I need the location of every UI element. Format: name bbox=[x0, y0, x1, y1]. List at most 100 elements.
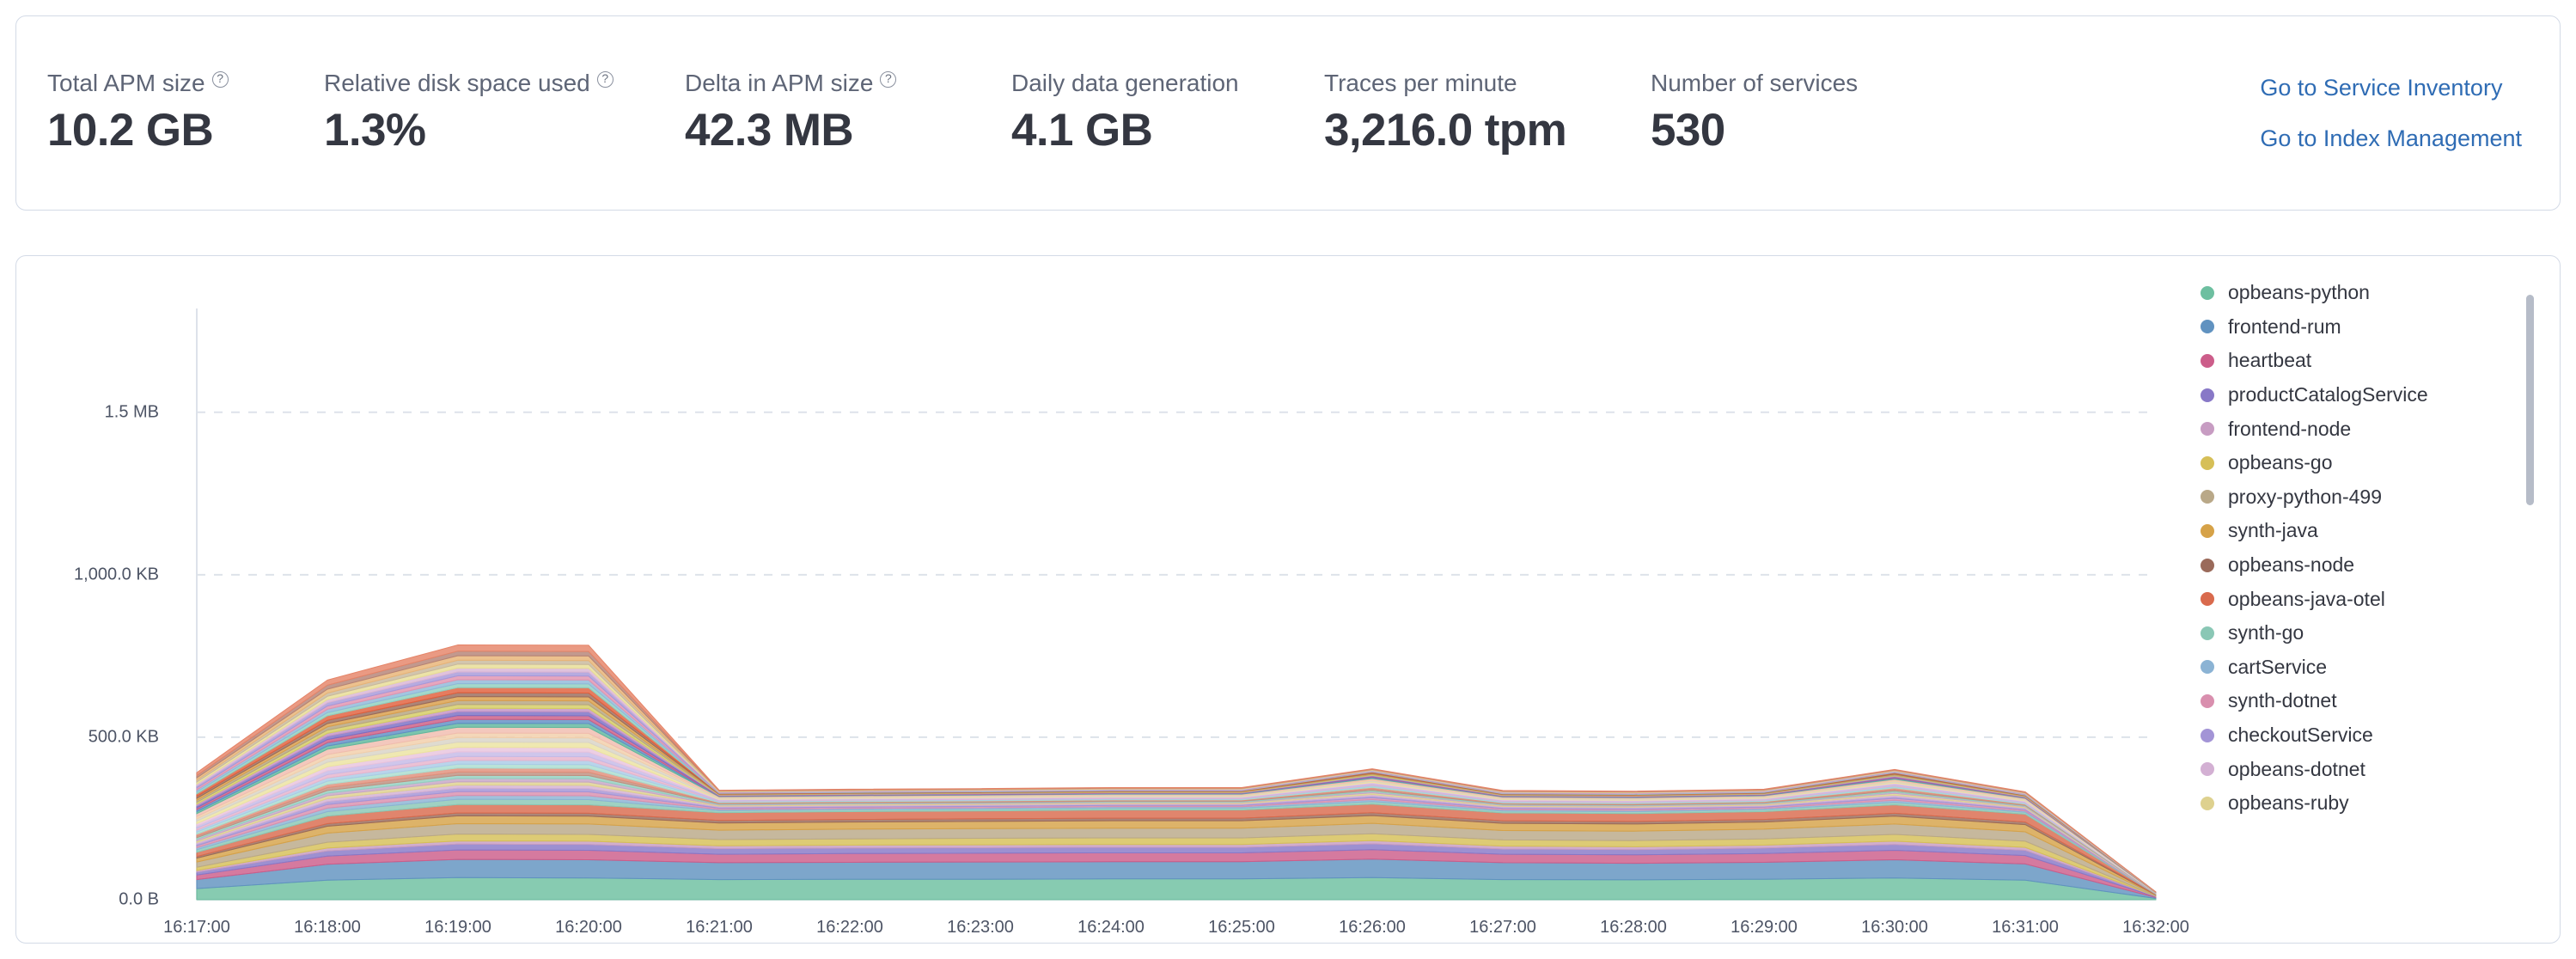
legend-item[interactable]: opbeans-java-otel bbox=[2201, 582, 2544, 616]
x-axis-tick-label: 16:27:00 bbox=[1469, 918, 1536, 937]
chart-legend[interactable]: opbeans-python frontend-rum heartbeat produ… bbox=[2201, 256, 2544, 943]
stat-delta-in-apm-size: Delta in APM size 42.3 MB bbox=[685, 70, 1011, 156]
legend-color-dot-icon bbox=[2201, 558, 2214, 572]
legend-color-dot-icon bbox=[2201, 353, 2214, 368]
stat-label: Traces per minute bbox=[1324, 70, 1651, 97]
legend-item[interactable]: heartbeat bbox=[2201, 344, 2544, 378]
stat-traces-per-minute: Traces per minute 3,216.0 tpm bbox=[1324, 70, 1651, 156]
legend-color-dot-icon bbox=[2201, 693, 2214, 708]
legend-item-label: synth-dotnet bbox=[2228, 689, 2337, 712]
legend-item-label: opbeans-ruby bbox=[2228, 791, 2349, 815]
stat-value: 10.2 GB bbox=[47, 104, 214, 156]
legend-item-label: cartService bbox=[2228, 655, 2328, 678]
x-axis-tick-label: 16:19:00 bbox=[424, 918, 491, 937]
y-axis-tick-label: 1.5 MB bbox=[104, 402, 159, 422]
x-axis-tick-label: 16:20:00 bbox=[555, 918, 622, 937]
legend-item[interactable]: opbeans-python bbox=[2201, 276, 2544, 310]
legend-item-label: synth-go bbox=[2228, 621, 2304, 644]
x-axis-tick-label: 16:24:00 bbox=[1077, 918, 1145, 937]
stat-label-text: Total APM size bbox=[47, 69, 205, 96]
x-axis-tick-label: 16:28:00 bbox=[1600, 918, 1667, 937]
legend-list: opbeans-python frontend-rum heartbeat produ… bbox=[2201, 276, 2544, 821]
legend-item[interactable]: opbeans-node bbox=[2201, 548, 2544, 583]
legend-color-dot-icon bbox=[2201, 728, 2214, 742]
stat-value: 4.1 GB bbox=[1011, 104, 1153, 156]
stat-label-text: Delta in APM size bbox=[685, 69, 874, 96]
legend-color-dot-icon bbox=[2201, 285, 2214, 300]
legend-item[interactable]: synth-dotnet bbox=[2201, 684, 2544, 718]
y-axis-tick-label: 500.0 KB bbox=[88, 727, 159, 747]
legend-item-label: opbeans-go bbox=[2228, 451, 2333, 474]
legend-item[interactable]: frontend-node bbox=[2201, 412, 2544, 446]
legend-color-dot-icon bbox=[2201, 592, 2214, 607]
x-axis-tick-label: 16:32:00 bbox=[2122, 918, 2189, 937]
stacked-area-chart[interactable] bbox=[16, 256, 2199, 944]
legend-item-label: opbeans-java-otel bbox=[2228, 587, 2385, 610]
legend-color-dot-icon bbox=[2201, 626, 2214, 640]
legend-color-dot-icon bbox=[2201, 523, 2214, 538]
y-axis-tick-label: 1,000.0 KB bbox=[74, 565, 159, 584]
legend-item[interactable]: opbeans-go bbox=[2201, 446, 2544, 480]
legend-item[interactable]: cartService bbox=[2201, 651, 2544, 685]
link-go-to-index-management[interactable]: Go to Index Management bbox=[2260, 125, 2522, 151]
x-axis-tick-label: 16:23:00 bbox=[947, 918, 1014, 937]
legend-item[interactable]: proxy-python-499 bbox=[2201, 480, 2544, 515]
stat-value: 1.3% bbox=[324, 104, 426, 156]
legend-item[interactable]: frontend-rum bbox=[2201, 310, 2544, 345]
legend-item-label: frontend-node bbox=[2228, 417, 2352, 440]
legend-color-dot-icon bbox=[2201, 762, 2214, 777]
x-axis-tick-label: 16:22:00 bbox=[816, 918, 883, 937]
legend-scrollbar-thumb[interactable] bbox=[2526, 295, 2534, 505]
x-axis-labels: 16:17:00 16:18:00 16:19:00 16:20:00 16:21:00… bbox=[16, 908, 2560, 943]
area-series[interactable] bbox=[196, 877, 2157, 901]
stat-label: Relative disk space used bbox=[324, 70, 685, 97]
legend-item-label: frontend-rum bbox=[2228, 315, 2341, 338]
x-axis-tick-label: 16:18:00 bbox=[294, 918, 361, 937]
area-series[interactable] bbox=[196, 644, 2157, 893]
help-icon[interactable] bbox=[880, 70, 897, 88]
legend-scrollbar[interactable] bbox=[2526, 256, 2534, 943]
y-axis-tick-label: 0.0 B bbox=[119, 889, 159, 909]
legend-color-dot-icon bbox=[2201, 490, 2214, 504]
legend-item-label: opbeans-dotnet bbox=[2228, 757, 2365, 780]
legend-item[interactable]: opbeans-dotnet bbox=[2201, 752, 2544, 786]
help-icon[interactable] bbox=[211, 70, 229, 88]
legend-item-label: checkoutService bbox=[2228, 724, 2373, 747]
legend-item-label: productCatalogService bbox=[2228, 383, 2428, 406]
x-axis-tick-label: 16:21:00 bbox=[686, 918, 753, 937]
legend-item-label: heartbeat bbox=[2228, 349, 2312, 372]
stat-value: 3,216.0 tpm bbox=[1324, 104, 1567, 156]
legend-item[interactable]: checkoutService bbox=[2201, 718, 2544, 753]
stat-label-text: Relative disk space used bbox=[324, 69, 590, 96]
x-axis-tick-label: 16:17:00 bbox=[163, 918, 230, 937]
x-axis-tick-label: 16:30:00 bbox=[1861, 918, 1928, 937]
legend-color-dot-icon bbox=[2201, 455, 2214, 470]
stat-relative-disk-space-used: Relative disk space used 1.3% bbox=[324, 70, 685, 156]
stat-label: Total APM size bbox=[47, 70, 324, 97]
legend-item[interactable]: synth-go bbox=[2201, 616, 2544, 651]
legend-color-dot-icon bbox=[2201, 660, 2214, 675]
legend-color-dot-icon bbox=[2201, 422, 2214, 437]
help-icon[interactable] bbox=[596, 70, 613, 88]
apm-summary-stats-card: Total APM size 10.2 GB Relative disk space… bbox=[15, 15, 2561, 211]
y-axis-labels: 0.0 B 500.0 KB 1,000.0 KB 1.5 MB bbox=[16, 256, 171, 943]
link-go-to-service-inventory[interactable]: Go to Service Inventory bbox=[2260, 74, 2503, 101]
stat-label-text: Traces per minute bbox=[1324, 69, 1517, 96]
stat-label: Daily data generation bbox=[1011, 70, 1324, 97]
x-axis-tick-label: 16:25:00 bbox=[1208, 918, 1275, 937]
stat-value: 530 bbox=[1651, 104, 1725, 156]
legend-item-label: proxy-python-499 bbox=[2228, 485, 2382, 508]
legend-color-dot-icon bbox=[2201, 796, 2214, 810]
stat-label-text: Number of services bbox=[1651, 69, 1859, 96]
legend-color-dot-icon bbox=[2201, 388, 2214, 402]
legend-item[interactable]: synth-java bbox=[2201, 514, 2544, 548]
legend-item[interactable]: opbeans-ruby bbox=[2201, 786, 2544, 821]
storage-timeseries-card: 0.0 B 500.0 KB 1,000.0 KB 1.5 MB 16:17:00 16… bbox=[15, 255, 2561, 944]
legend-item[interactable]: productCatalogService bbox=[2201, 378, 2544, 412]
stats-row: Total APM size 10.2 GB Relative disk space… bbox=[47, 70, 2260, 156]
stat-number-of-services: Number of services 530 bbox=[1651, 70, 1960, 156]
x-axis-tick-label: 16:26:00 bbox=[1339, 918, 1406, 937]
legend-item-label: opbeans-node bbox=[2228, 553, 2355, 577]
legend-item-label: opbeans-python bbox=[2228, 281, 2370, 304]
